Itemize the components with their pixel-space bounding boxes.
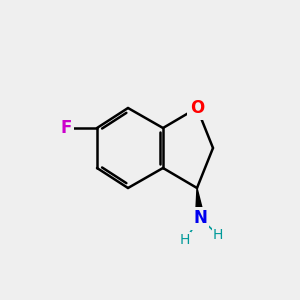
Text: H: H	[213, 228, 223, 242]
Text: N: N	[193, 209, 207, 227]
Text: O: O	[190, 99, 204, 117]
Text: H: H	[180, 233, 190, 247]
Polygon shape	[196, 188, 205, 218]
Text: F: F	[60, 119, 72, 137]
